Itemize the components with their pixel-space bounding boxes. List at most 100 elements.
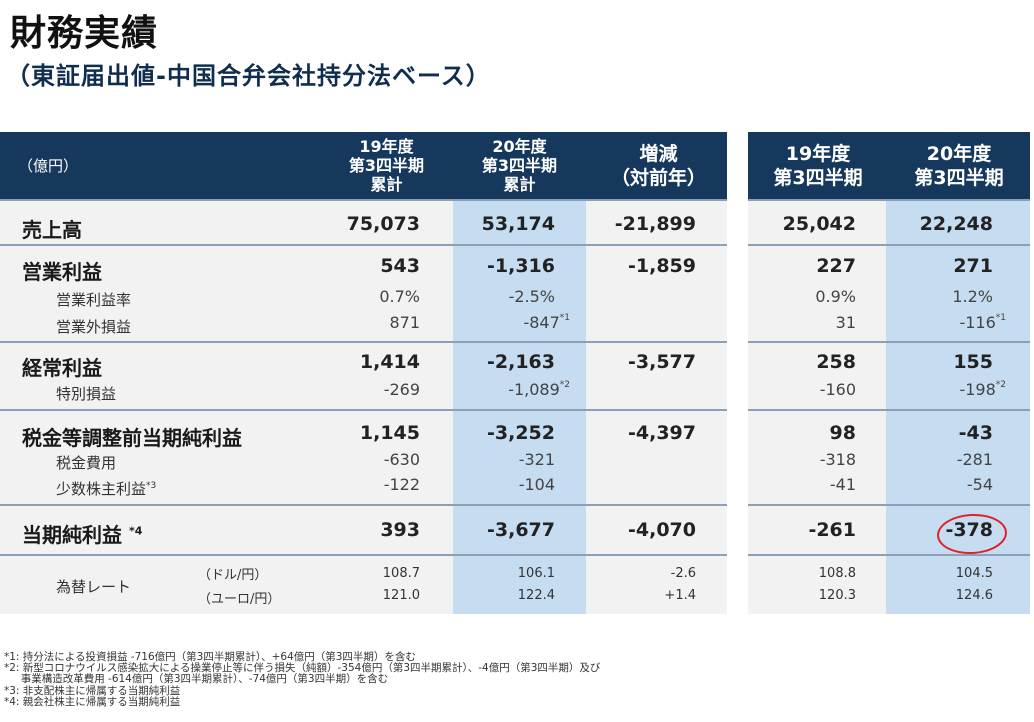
value-pretax-change: -4,397: [628, 422, 696, 444]
row-separator: [748, 199, 1030, 201]
row-label-fx-rate: 為替レート: [56, 578, 132, 596]
value-fx-usd-20cum: 106.1: [517, 566, 555, 581]
row-separator: [0, 341, 727, 343]
header-line: 第3四半期: [773, 166, 863, 189]
row-separator: [0, 199, 727, 201]
row-separator: [748, 244, 1030, 246]
cumulative-results-table: （億円） 19年度 第3四半期 累計 20年度 第3四半期 累計 増減 （対前年…: [0, 132, 727, 614]
value-text: -1,089: [508, 380, 560, 399]
value-text: -116: [959, 313, 996, 332]
value-fx-eur-19q: 120.3: [818, 588, 856, 603]
header-line: 19年度: [359, 137, 414, 156]
value-net-19cum: 393: [380, 519, 420, 541]
value-tax-19q: -318: [819, 450, 856, 469]
footnotes: *1: 持分法による投資損益 -716億円（第3四半期累計）、+64億円（第3四…: [4, 651, 600, 708]
page-subtitle: （東証届出値-中国合弁会社持分法ベース）: [6, 62, 491, 90]
value-fx-eur-20q: 124.6: [955, 588, 993, 603]
header-line: 20年度: [492, 137, 547, 156]
value-margin-19q: 0.9%: [815, 287, 856, 306]
footnote-marker: *4: [128, 524, 143, 538]
fx-unit-eur: （ユーロ/円）: [198, 592, 281, 607]
header-19-cumulative: 19年度 第3四半期 累計: [320, 132, 453, 199]
value-ord-19q: 258: [816, 351, 856, 373]
footnote-4: *4: 親会社株主に帰属する当期純利益: [4, 695, 181, 708]
row-separator: [0, 409, 727, 411]
header-20-quarter: 20年度 第3四半期: [888, 132, 1030, 199]
row-separator: [748, 341, 1030, 343]
row-label-sales: 売上高: [22, 218, 82, 242]
value-fx-usd-19q: 108.8: [818, 566, 856, 581]
header-line: 20年度: [926, 142, 992, 165]
unit-label: （億円）: [18, 157, 79, 175]
value-margin-20q: 1.2%: [952, 287, 993, 306]
value-special-20q: -198*2: [959, 380, 1006, 399]
footnote-1: *1: 持分法による投資損益 -716億円（第3四半期累計）、+64億円（第3四…: [4, 651, 416, 663]
header-line: 第3四半期: [914, 166, 1004, 189]
value-text: -198: [959, 380, 996, 399]
value-pretax-20cum: -3,252: [487, 422, 555, 444]
row-label-operating-margin: 営業利益率: [56, 291, 132, 309]
value-op-20q: 271: [953, 255, 993, 277]
row-label-net-income: 当期純利益 *4: [22, 519, 142, 548]
page-title: 財務実績: [10, 13, 159, 54]
value-margin-19cum: 0.7%: [379, 287, 420, 306]
row-separator: [0, 244, 727, 246]
header-line: 累計: [503, 175, 536, 194]
value-minority-20q: -54: [966, 475, 993, 494]
row-separator: [0, 554, 727, 556]
value-tax-19cum: -630: [383, 450, 420, 469]
value-nonop-19q: 31: [835, 313, 856, 332]
header-line: 第3四半期: [481, 156, 558, 175]
value-fx-usd-20q: 104.5: [955, 566, 993, 581]
header-line: 19年度: [785, 142, 851, 165]
header-20-cumulative: 20年度 第3四半期 累計: [453, 132, 586, 199]
footnote-marker: *1: [995, 312, 1006, 323]
value-op-20cum: -1,316: [487, 255, 555, 277]
footnote-marker: *2: [559, 379, 570, 390]
footnote-3: *3: 非支配株主に帰属する当期純利益: [4, 684, 181, 697]
value-fx-eur-19cum: 121.0: [382, 588, 420, 603]
row-label-special: 特別損益: [56, 385, 117, 403]
value-net-change: -4,070: [628, 519, 696, 541]
row-separator: [0, 504, 727, 506]
highlight-column-20-quarter: [886, 199, 1030, 614]
table-header: （億円） 19年度 第3四半期 累計 20年度 第3四半期 累計 増減 （対前年…: [0, 132, 727, 199]
value-net-20q: -378: [945, 519, 993, 541]
value-fx-usd-change: -2.6: [670, 566, 696, 581]
row-label-pretax-income: 税金等調整前当期純利益: [22, 426, 242, 450]
value-net-19q: -261: [808, 519, 856, 541]
value-sales-change: -21,899: [614, 213, 696, 235]
header-change: 増減 （対前年）: [590, 132, 727, 199]
value-pretax-20q: -43: [958, 422, 993, 444]
footnote-marker: *1: [559, 312, 570, 323]
value-ord-change: -3,577: [628, 351, 696, 373]
header-line: 第3四半期: [348, 156, 425, 175]
value-ord-20cum: -2,163: [487, 351, 555, 373]
label-text: 当期純利益: [22, 523, 122, 547]
value-minority-20cum: -104: [518, 475, 555, 494]
value-margin-20cum: -2.5%: [508, 287, 555, 306]
footnote-marker: *2: [995, 379, 1006, 390]
label-text: 少数株主利益: [56, 480, 147, 498]
value-nonop-20q: -116*1: [959, 313, 1006, 332]
value-sales-20q: 22,248: [919, 213, 993, 235]
value-special-20cum: -1,089*2: [508, 380, 570, 399]
value-fx-eur-change: +1.4: [664, 588, 696, 603]
value-ord-19cum: 1,414: [359, 351, 420, 373]
quarterly-results-table: 19年度 第3四半期 20年度 第3四半期: [748, 132, 1030, 614]
row-label-minority-interest: 少数株主利益*3: [56, 478, 156, 499]
value-text: -847: [523, 313, 560, 332]
header-line: （対前年）: [610, 166, 706, 189]
value-pretax-19cum: 1,145: [359, 422, 420, 444]
value-minority-19cum: -122: [383, 475, 420, 494]
value-ord-20q: 155: [953, 351, 993, 373]
header-line: 増減: [639, 142, 678, 165]
value-special-19q: -160: [819, 380, 856, 399]
value-op-19cum: 543: [380, 255, 420, 277]
value-pretax-19q: 98: [829, 422, 856, 444]
value-special-19cum: -269: [383, 380, 420, 399]
table-header: 19年度 第3四半期 20年度 第3四半期: [748, 132, 1030, 199]
row-label-operating-income: 営業利益: [22, 260, 102, 284]
value-tax-20q: -281: [956, 450, 993, 469]
value-sales-19q: 25,042: [782, 213, 856, 235]
